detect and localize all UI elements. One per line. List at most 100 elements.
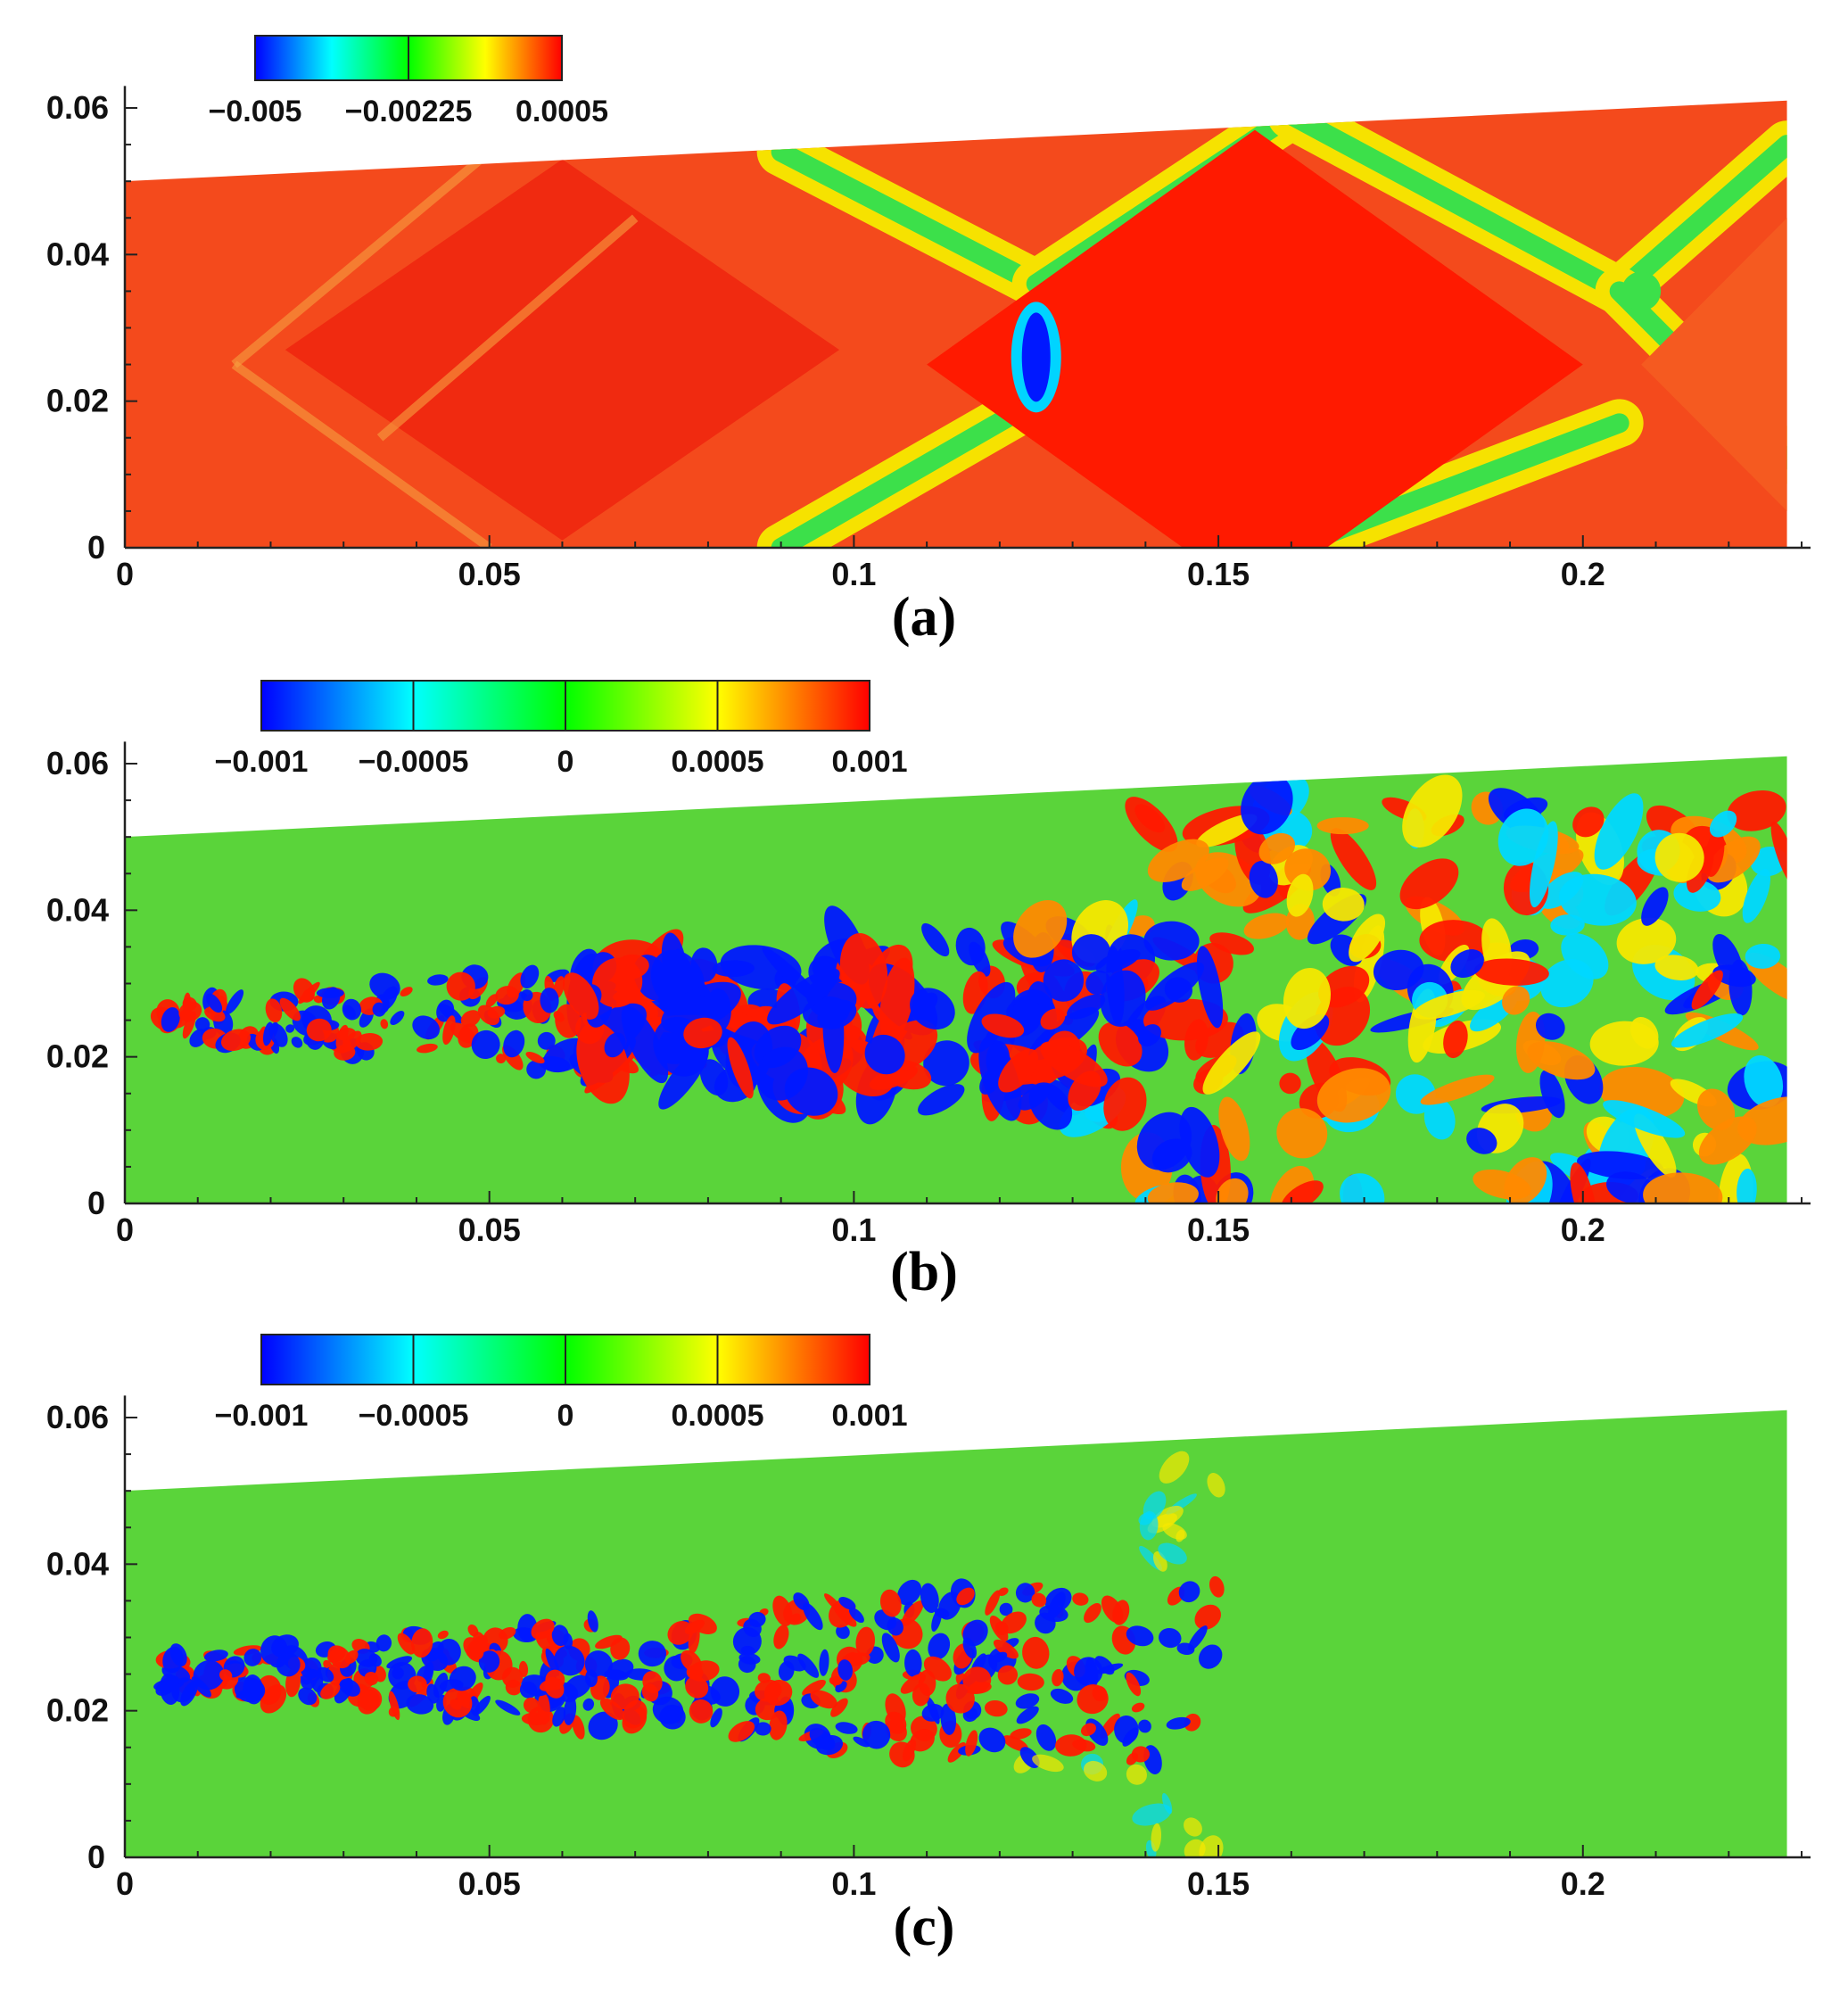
colorbar: −0.001 −0.0005 0 0.0005 0.001 (215, 680, 908, 779)
fluctuation-blob (688, 1660, 720, 1682)
fluctuation-blob (728, 1721, 755, 1742)
fluctuation-blob (388, 1707, 399, 1717)
fluctuation-blob (520, 964, 540, 989)
fluctuation-blob (997, 1587, 1009, 1596)
fluctuation-blob (797, 1653, 820, 1678)
x-tick-label: 0.05 (458, 556, 521, 592)
panel-2: 0 0.05 0.1 0.15 0.2 0 0.02 0.04 0.06 −0.001 −0.000… (46, 680, 1811, 1302)
fluctuation-blob (1016, 1706, 1039, 1724)
fluctuation-blob (1022, 1636, 1050, 1669)
fluctuation-blob (879, 1589, 902, 1617)
fluctuation-blob (525, 1051, 545, 1064)
fluctuation-blob (864, 1034, 905, 1075)
fluctuation-blob (1196, 814, 1258, 847)
fluctuation-blob (219, 1669, 233, 1682)
fluctuation-blob (554, 1645, 585, 1676)
y-tick-label: 0.06 (46, 1399, 109, 1435)
fluctuation-blob (1002, 1735, 1028, 1752)
fluctuation-blob (1074, 1657, 1103, 1686)
fluctuation-blob (962, 1666, 992, 1694)
fluctuation-blob (755, 1722, 771, 1736)
fluctuation-blob (712, 960, 755, 978)
fluctuation-blob (265, 998, 283, 1023)
fluctuation-blob (1131, 1702, 1145, 1713)
fluctuation-blob (1316, 1068, 1391, 1123)
fluctuation-blob (552, 1707, 566, 1727)
fluctuation-blob (1654, 955, 1699, 980)
fluctuation-blob (689, 1699, 714, 1724)
fluctuation-blob (467, 1625, 479, 1637)
fluctuation-blob (1084, 1602, 1101, 1624)
fluctuation-blob (572, 1715, 585, 1740)
fluctuation-blob (1502, 986, 1530, 1015)
fluctuation-blob (335, 1024, 349, 1049)
fluctuation-blob (1031, 1592, 1047, 1608)
fluctuation-blob (1589, 1021, 1659, 1066)
fluctuation-blob (838, 1597, 856, 1610)
fluctuation-blob (810, 1690, 837, 1709)
fluctuation-blob (1643, 1172, 1723, 1203)
x-tick-label: 0.05 (458, 1211, 521, 1248)
fluctuation-blob (1737, 1168, 1757, 1203)
fluctuation-blob (1010, 1728, 1032, 1740)
fluctuation-blob (555, 1004, 582, 1038)
fluctuation-blob (599, 1698, 625, 1721)
fluctuation-blob (1742, 869, 1771, 923)
fluctuation-blob (392, 1666, 404, 1680)
fluctuation-blob (591, 957, 643, 1008)
fluctuation-blob (1052, 1668, 1064, 1687)
fluctuation-blob (767, 968, 840, 1025)
fluctuation-blob (921, 922, 950, 957)
colorbar-tick-label: −0.00225 (345, 95, 473, 128)
fluctuation-blob (1199, 1835, 1224, 1857)
fluctuation-blob (226, 989, 244, 1015)
fluctuation-blob (1243, 913, 1290, 939)
fluctuation-blob (1176, 1642, 1195, 1656)
colorbar-tick-label: 0.0005 (672, 745, 764, 779)
x-tick-label: 0.15 (1187, 556, 1250, 592)
y-tick-label: 0.02 (46, 1038, 109, 1075)
fluctuation-blob (1258, 832, 1296, 864)
fluctuation-blob (1166, 1716, 1191, 1730)
fluctuation-blob (638, 1641, 667, 1667)
fluctuation-blob (260, 1684, 287, 1714)
panel-label: (b) (890, 1242, 958, 1302)
fluctuation-blob (1286, 873, 1314, 917)
fluctuation-blob (1143, 1491, 1167, 1520)
fluctuation-blob (886, 1719, 907, 1741)
fluctuation-blob (544, 1676, 565, 1699)
fluctuation-blob (931, 1608, 942, 1632)
fluctuation-blob (815, 1734, 844, 1756)
fluctuation-blob (372, 1002, 386, 1017)
colorbar: −0.001 −0.0005 0 0.0005 0.001 (215, 1334, 908, 1433)
fluctuation-blob (355, 1033, 384, 1051)
fluctuation-blob (1616, 917, 1677, 964)
fluctuation-blob (955, 927, 986, 966)
fluctuation-blob (523, 1697, 540, 1714)
fluctuation-blob (1423, 1097, 1456, 1140)
colorbar: −0.005 −0.00225 0.0005 (209, 35, 608, 128)
fluctuation-blob (501, 1666, 524, 1688)
fluctuation-blob (622, 1699, 648, 1729)
fluctuation-blob (563, 972, 599, 1020)
fluctuation-blob (155, 1675, 180, 1696)
fluctuation-blob (408, 1675, 427, 1693)
x-tick-label: 0.05 (458, 1865, 521, 1902)
fluctuation-blob (999, 1602, 1013, 1616)
fluctuation-blob (206, 993, 223, 1013)
shock-diamond (285, 159, 840, 541)
fluctuation-blob (1340, 1173, 1385, 1203)
fluctuation-blob (1207, 1473, 1225, 1498)
fluctuation-blob (1709, 810, 1737, 838)
fluctuation-blob (981, 1013, 1025, 1038)
fluctuation-blob (1159, 1451, 1190, 1484)
fluctuation-blob (1654, 832, 1704, 882)
fluctuation-blob (169, 1643, 187, 1667)
shock-ridge-core (771, 391, 1046, 549)
colorbar-tick-label: 0.001 (831, 1399, 907, 1433)
x-tick-label: 0.1 (831, 1211, 876, 1248)
fluctuation-blob (442, 1015, 456, 1046)
fluctuation-blob (1283, 967, 1332, 1029)
fluctuation-blob (449, 1666, 476, 1691)
fluctuation-blob (1125, 797, 1178, 852)
